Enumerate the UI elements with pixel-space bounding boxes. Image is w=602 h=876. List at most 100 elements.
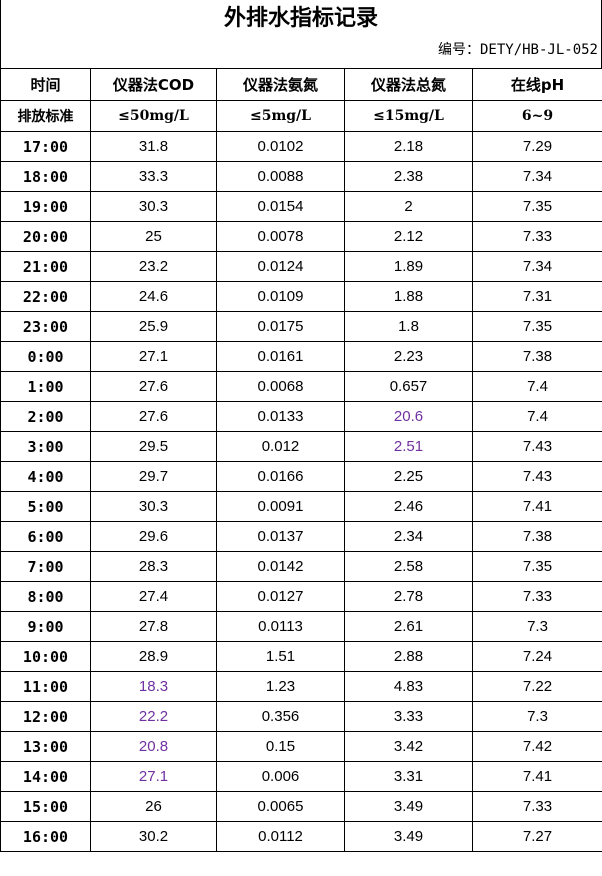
- cell-cod: 27.1: [90, 761, 217, 792]
- cell-time: 1:00: [0, 371, 91, 402]
- cell-ammonia-nitrogen: 0.0068: [216, 371, 345, 402]
- cell-time: 23:00: [0, 311, 91, 342]
- table-row: 3:00 29.5 0.012 2.51 7.43: [0, 431, 602, 462]
- cell-time: 18:00: [0, 161, 91, 192]
- cell-ph: 7.38: [472, 521, 602, 552]
- cell-cod: 31.8: [90, 131, 217, 162]
- table-row: 9:00 27.8 0.0113 2.61 7.3: [0, 611, 602, 642]
- cell-total-nitrogen: 3.49: [344, 791, 473, 822]
- cell-time: 6:00: [0, 521, 91, 552]
- table-row: 1:00 27.6 0.0068 0.657 7.4: [0, 371, 602, 402]
- header-time: 时间: [0, 68, 91, 101]
- table-row: 10:00 28.9 1.51 2.88 7.24: [0, 641, 602, 672]
- cell-cod: 28.3: [90, 551, 217, 582]
- cell-ph: 7.42: [472, 731, 602, 762]
- cell-cod: 33.3: [90, 161, 217, 192]
- table-row: 0:00 27.1 0.0161 2.23 7.38: [0, 341, 602, 372]
- cell-time: 12:00: [0, 701, 91, 732]
- table-row: 2:00 27.6 0.0133 20.6 7.4: [0, 401, 602, 432]
- cell-ph: 7.35: [472, 191, 602, 222]
- table-row: 21:00 23.2 0.0124 1.89 7.34: [0, 251, 602, 282]
- cell-total-nitrogen: 2.12: [344, 221, 473, 252]
- cell-total-nitrogen: 1.88: [344, 281, 473, 312]
- cell-cod: 28.9: [90, 641, 217, 672]
- cell-cod: 25.9: [90, 311, 217, 342]
- cell-ammonia-nitrogen: 0.012: [216, 431, 345, 462]
- table-row: 16:00 30.2 0.0112 3.49 7.27: [0, 821, 602, 852]
- cell-cod: 26: [90, 791, 217, 822]
- cell-ph: 7.43: [472, 461, 602, 492]
- cell-total-nitrogen: 2.88: [344, 641, 473, 672]
- cell-ammonia-nitrogen: 0.0091: [216, 491, 345, 522]
- cell-total-nitrogen: 2.25: [344, 461, 473, 492]
- cell-time: 10:00: [0, 641, 91, 672]
- cell-total-nitrogen: 3.33: [344, 701, 473, 732]
- cell-total-nitrogen: 4.83: [344, 671, 473, 702]
- cell-ph: 7.24: [472, 641, 602, 672]
- cell-total-nitrogen: 2.51: [344, 431, 473, 462]
- standard-ph: 6~9: [472, 100, 602, 132]
- page-title: 外排水指标记录: [223, 6, 378, 31]
- cell-ammonia-nitrogen: 0.0102: [216, 131, 345, 162]
- cell-total-nitrogen: 2.58: [344, 551, 473, 582]
- cell-ph: 7.4: [472, 371, 602, 402]
- cell-ammonia-nitrogen: 0.0113: [216, 611, 345, 642]
- standard-cod: ≤50mg/L: [90, 100, 217, 132]
- cell-cod: 29.6: [90, 521, 217, 552]
- cell-ph: 7.4: [472, 401, 602, 432]
- cell-time: 4:00: [0, 461, 91, 492]
- cell-cod: 27.1: [90, 341, 217, 372]
- cell-cod: 23.2: [90, 251, 217, 282]
- cell-total-nitrogen: 3.31: [344, 761, 473, 792]
- cell-time: 21:00: [0, 251, 91, 282]
- cell-ph: 7.3: [472, 611, 602, 642]
- cell-ammonia-nitrogen: 1.23: [216, 671, 345, 702]
- cell-ammonia-nitrogen: 0.0088: [216, 161, 345, 192]
- cell-cod: 24.6: [90, 281, 217, 312]
- cell-time: 11:00: [0, 671, 91, 702]
- cell-ammonia-nitrogen: 0.0127: [216, 581, 345, 612]
- document-code: 编号：DETY/HB-JL-052: [437, 42, 598, 58]
- cell-time: 20:00: [0, 221, 91, 252]
- cell-ph: 7.33: [472, 581, 602, 612]
- cell-ph: 7.41: [472, 761, 602, 792]
- table-row: 14:00 27.1 0.006 3.31 7.41: [0, 761, 602, 792]
- cell-ph: 7.38: [472, 341, 602, 372]
- cell-time: 9:00: [0, 611, 91, 642]
- cell-total-nitrogen: 3.49: [344, 821, 473, 852]
- cell-total-nitrogen: 2.61: [344, 611, 473, 642]
- cell-ammonia-nitrogen: 0.0065: [216, 791, 345, 822]
- table-row: 17:00 31.8 0.0102 2.18 7.29: [0, 131, 602, 162]
- cell-ammonia-nitrogen: 0.0137: [216, 521, 345, 552]
- cell-cod: 30.3: [90, 191, 217, 222]
- cell-total-nitrogen: 2: [344, 191, 473, 222]
- cell-cod: 25: [90, 221, 217, 252]
- cell-time: 14:00: [0, 761, 91, 792]
- cell-ammonia-nitrogen: 0.0142: [216, 551, 345, 582]
- cell-time: 22:00: [0, 281, 91, 312]
- cell-cod: 18.3: [90, 671, 217, 702]
- table-row: 8:00 27.4 0.0127 2.78 7.33: [0, 581, 602, 612]
- cell-ammonia-nitrogen: 0.356: [216, 701, 345, 732]
- frame-left-border: [0, 0, 1, 68]
- header-ph: 在线pH: [472, 68, 602, 101]
- cell-ph: 7.35: [472, 551, 602, 582]
- cell-total-nitrogen: 2.38: [344, 161, 473, 192]
- cell-time: 0:00: [0, 341, 91, 372]
- cell-total-nitrogen: 2.18: [344, 131, 473, 162]
- cell-ammonia-nitrogen: 0.0078: [216, 221, 345, 252]
- cell-time: 8:00: [0, 581, 91, 612]
- header-row: 时间 仪器法COD 仪器法氨氮 仪器法总氮 在线pH: [0, 68, 602, 101]
- cell-ph: 7.41: [472, 491, 602, 522]
- cell-total-nitrogen: 0.657: [344, 371, 473, 402]
- cell-time: 15:00: [0, 791, 91, 822]
- cell-time: 3:00: [0, 431, 91, 462]
- standard-ammonia-nitrogen: ≤5mg/L: [216, 100, 345, 132]
- cell-ph: 7.35: [472, 311, 602, 342]
- cell-cod: 27.4: [90, 581, 217, 612]
- table-row: 4:00 29.7 0.0166 2.25 7.43: [0, 461, 602, 492]
- cell-cod: 27.8: [90, 611, 217, 642]
- table-row: 11:00 18.3 1.23 4.83 7.22: [0, 671, 602, 702]
- cell-cod: 30.2: [90, 821, 217, 852]
- table-row: 12:00 22.2 0.356 3.33 7.3: [0, 701, 602, 732]
